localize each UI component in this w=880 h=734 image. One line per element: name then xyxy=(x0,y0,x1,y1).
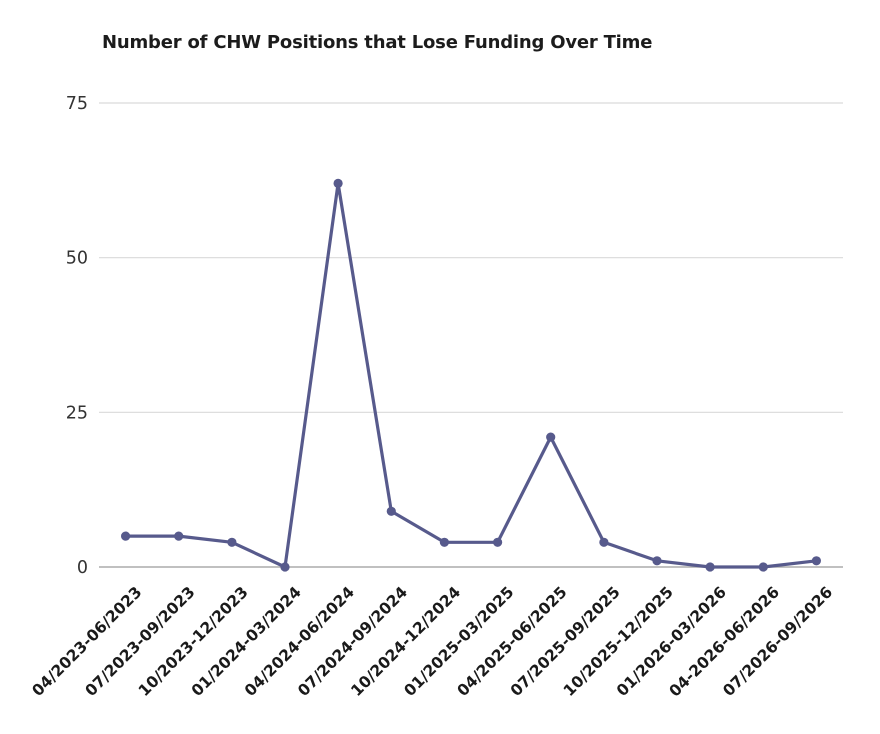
line-series-layer xyxy=(121,178,822,572)
data-point-01/2026-03/2026 xyxy=(705,562,715,572)
x-axis-tick-labels: 04/2023-06/202307/2023-09/202310/2023-12… xyxy=(29,583,837,700)
data-point-10/2025-12/2025 xyxy=(652,556,662,566)
data-point-04/2023-06/2023 xyxy=(121,531,131,541)
series-line xyxy=(124,181,818,569)
data-point-04/2024-06/2024 xyxy=(333,178,343,188)
data-point-07/2023-09/2023 xyxy=(174,531,184,541)
y-tick-label-75: 75 xyxy=(66,94,88,114)
data-point-04/2025-06/2025 xyxy=(546,432,556,442)
y-axis-tick-labels: 0 25 50 75 xyxy=(66,94,88,578)
data-point-10/2023-12/2023 xyxy=(227,537,237,547)
data-point-07/2025-09/2025 xyxy=(599,537,609,547)
y-tick-label-50: 50 xyxy=(66,249,88,269)
y-tick-label-0: 0 xyxy=(77,558,88,578)
data-point-01/2024-03/2024 xyxy=(280,562,290,572)
y-tick-label-25: 25 xyxy=(66,403,88,423)
data-point-07/2024-09/2024 xyxy=(386,506,396,516)
data-point-04-2026-06/2026 xyxy=(758,562,768,572)
data-point-01/2025-03/2025 xyxy=(493,537,503,547)
data-point-10/2024-12/2024 xyxy=(439,537,449,547)
data-point-07/2026-09/2026 xyxy=(811,556,822,566)
chart-title: Number of CHW Positions that Lose Fundin… xyxy=(102,32,653,53)
gridlines-layer xyxy=(99,102,843,568)
